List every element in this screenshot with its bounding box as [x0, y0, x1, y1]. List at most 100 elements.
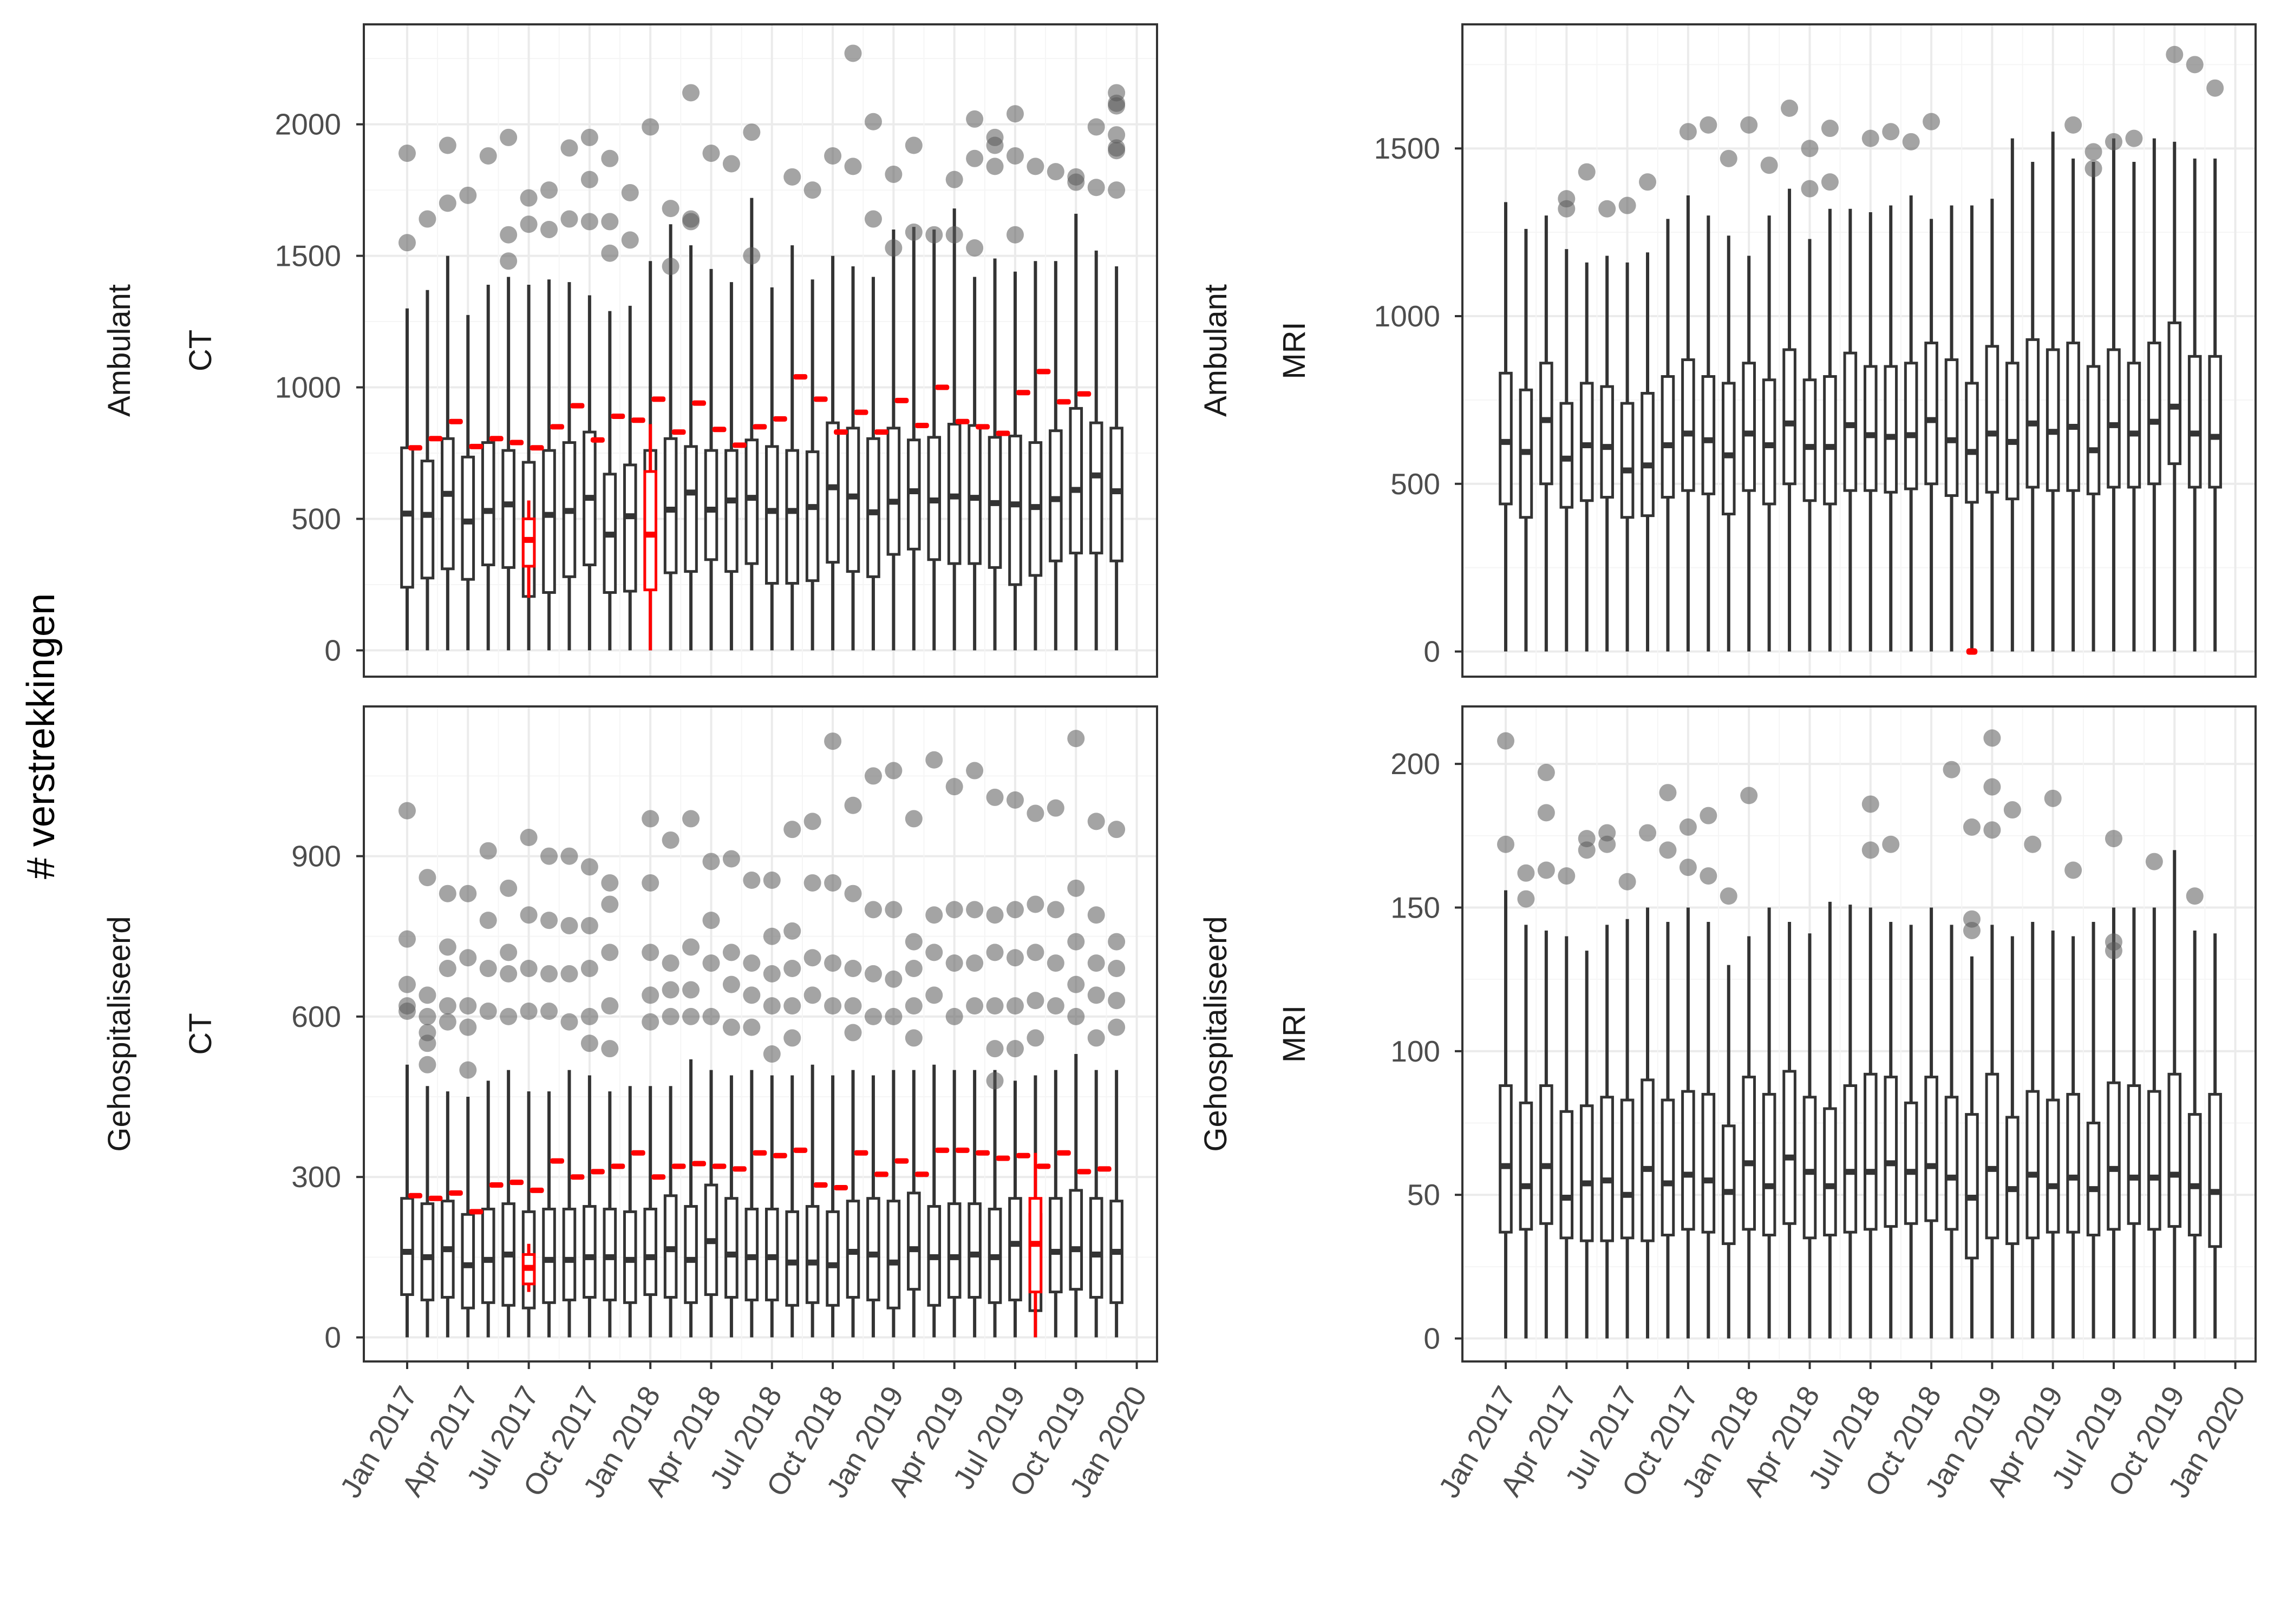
outlier-point	[702, 912, 720, 929]
box-month-1	[420, 290, 435, 651]
box-month-27	[2046, 132, 2060, 652]
outlier-point	[580, 916, 598, 934]
box-iqr	[886, 1200, 901, 1309]
outlier-point	[1027, 992, 1044, 1010]
outlier-point	[459, 885, 477, 902]
outlier-point	[1963, 921, 1981, 939]
box-iqr	[1089, 1197, 1103, 1299]
box-month-28	[2066, 936, 2080, 1339]
box-iqr	[1782, 348, 1796, 486]
box-iqr	[1843, 1084, 1858, 1234]
outlier-point	[459, 1061, 477, 1079]
outlier-point	[500, 252, 518, 270]
anomaly-mark	[976, 1150, 990, 1156]
outlier-point	[479, 1003, 497, 1020]
box-iqr	[1904, 362, 1918, 490]
outlier-point	[621, 231, 639, 249]
outlier-point	[439, 885, 456, 902]
y-tick-label: 0	[1423, 1322, 1440, 1355]
outlier-point	[966, 901, 984, 919]
box-iqr	[1762, 378, 1776, 506]
box-month-2	[441, 1091, 455, 1338]
y-tick-label: 100	[1390, 1034, 1440, 1068]
outlier-point	[783, 997, 801, 1015]
strip-label-modality: MRI	[1277, 322, 1312, 379]
box-month-0	[1499, 890, 1513, 1339]
box-iqr	[2187, 355, 2202, 489]
outlier-point	[1108, 139, 1126, 157]
box-iqr	[1701, 1092, 1716, 1234]
box-month-3	[461, 315, 475, 651]
box-iqr	[1069, 407, 1083, 555]
outlier-point	[763, 1045, 781, 1063]
anomaly-mark	[550, 424, 564, 430]
outlier-point	[398, 145, 416, 162]
box-iqr	[1965, 1113, 1979, 1260]
outlier-point	[945, 171, 963, 188]
outlier-point	[520, 189, 538, 207]
box-month-12	[1742, 256, 1756, 652]
outlier-point	[925, 226, 943, 244]
outlier-point	[1923, 113, 1940, 130]
box-iqr	[704, 449, 718, 561]
outlier-point	[642, 118, 659, 136]
box-month-11	[623, 305, 637, 651]
outlier-point	[642, 1013, 659, 1031]
panel-border	[1461, 23, 2257, 678]
outlier-point	[2105, 830, 2122, 848]
outlier-point	[682, 1007, 700, 1025]
outlier-point	[885, 762, 903, 780]
box-month-7	[542, 279, 556, 651]
box-month-27	[947, 1070, 962, 1338]
panel-background	[1462, 706, 2256, 1361]
outlier-point	[580, 858, 598, 876]
anomaly-mark	[874, 429, 888, 435]
outliers	[398, 730, 1126, 1090]
box-month-0	[400, 1064, 414, 1338]
outlier-point	[520, 1003, 538, 1020]
anomaly-mark	[1077, 1169, 1092, 1175]
outlier-point	[601, 213, 619, 231]
outlier-point	[1067, 933, 1085, 951]
outlier-point	[1537, 804, 1555, 822]
box-month-24	[886, 1070, 901, 1338]
anomaly-mark	[996, 430, 1010, 436]
outlier-point	[844, 997, 862, 1015]
box-iqr	[2127, 362, 2141, 489]
outlier-point	[459, 997, 477, 1015]
box-month-23	[866, 1075, 880, 1338]
box-month-30	[1008, 1081, 1022, 1338]
outlier-point	[601, 895, 619, 913]
box-month-9	[583, 1075, 597, 1338]
box-iqr	[1600, 385, 1614, 499]
strip-label-patient-type: Gehospitaliseerd	[102, 916, 137, 1151]
outlier-point	[803, 813, 821, 830]
box-month-35	[1109, 266, 1123, 651]
outlier-point	[1679, 123, 1697, 141]
outlier-point	[986, 1072, 1004, 1090]
outlier-point	[580, 960, 598, 977]
outlier-point	[540, 847, 558, 865]
box-iqr	[866, 1197, 880, 1301]
box-month-34	[1089, 250, 1103, 651]
outlier-point	[621, 184, 639, 201]
box-iqr	[461, 1213, 475, 1309]
box-iqr	[1823, 1107, 1837, 1236]
box-iqr	[643, 1207, 657, 1296]
anomaly-mark	[448, 1190, 463, 1196]
outlier-point	[1639, 173, 1657, 191]
anomaly-mark	[996, 1155, 1010, 1161]
outlier-point	[824, 954, 842, 972]
box-iqr	[1579, 382, 1594, 502]
outlier-point	[1027, 895, 1044, 913]
outlier-point	[1108, 1018, 1126, 1036]
anomaly-marks	[408, 1147, 1112, 1215]
anomaly-mark	[773, 416, 787, 422]
box-iqr	[826, 1210, 840, 1307]
box-month-31	[2127, 907, 2141, 1339]
box-month-10	[1701, 922, 1716, 1339]
box-month-24	[886, 229, 901, 651]
y-tick-label: 50	[1407, 1178, 1440, 1212]
outlier-point	[1108, 960, 1126, 977]
outlier-point	[783, 821, 801, 839]
